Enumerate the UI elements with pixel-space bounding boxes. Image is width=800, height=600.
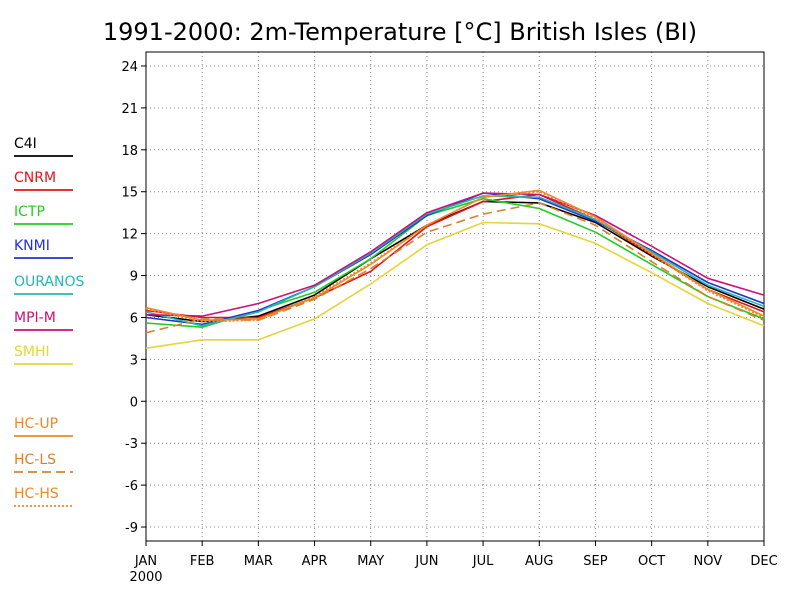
legend-label-c4i: C4I	[14, 136, 37, 152]
series-lines	[145, 189, 765, 349]
x-tick-label: APR	[302, 554, 328, 569]
series-line-ouranos	[145, 195, 765, 327]
x-tick-label: MAR	[244, 554, 273, 569]
series-line-cnrm	[145, 193, 765, 319]
legend-label-hc-ls: HC-LS	[14, 452, 56, 468]
x-tick-label: DEC	[750, 554, 777, 569]
y-tick-label: -3	[125, 437, 138, 452]
y-tick-label: 24	[121, 60, 138, 75]
y-tick-label: 6	[130, 311, 138, 326]
legend-label-smhi: SMHI	[14, 344, 50, 360]
x-tick-label: JUL	[472, 554, 494, 569]
y-tick-label: 15	[121, 186, 138, 201]
y-tick-label: 0	[130, 395, 138, 410]
grid	[146, 52, 764, 541]
x-tick-label: JAN	[134, 554, 157, 569]
legend-label-hc-up: HC-UP	[14, 416, 58, 432]
x-tick-label: SEP	[583, 554, 607, 569]
series-line-mpi-m	[145, 192, 765, 317]
axes: -9 -6 -3 0 3 6 9 12 15 18 21 24 JAN FEB MAR APR MAY JUN JU…	[121, 60, 777, 585]
x-year-label: 2000	[129, 570, 162, 585]
y-tick-label: 12	[121, 228, 138, 243]
y-tick-label: 9	[130, 270, 138, 285]
series-line-hc-ls	[145, 202, 765, 334]
y-tick-label: 3	[130, 353, 138, 368]
legend-label-ictp: ICTP	[14, 204, 45, 220]
legend-label-knmi: KNMI	[14, 238, 50, 254]
legend-label-ouranos: OURANOS	[14, 274, 84, 290]
legend-label-cnrm: CNRM	[14, 170, 56, 186]
y-tick-label: -6	[125, 479, 138, 494]
y-tick-label: 21	[121, 102, 138, 117]
x-tick-label: NOV	[694, 554, 723, 569]
series-line-hc-up	[145, 189, 765, 322]
chart-title: 1991-2000: 2m-Temperature [°C] British I…	[102, 18, 698, 46]
legend-label-hc-hs: HC-HS	[14, 486, 59, 502]
legend-label-mpi-m: MPI-M	[14, 310, 56, 326]
x-tick-label: JUN	[414, 554, 438, 569]
x-tick-label: MAY	[357, 554, 384, 569]
y-tick-label: 18	[121, 144, 138, 159]
plot-frame	[145, 51, 765, 542]
y-tick-label: -9	[125, 521, 138, 536]
x-tick-label: AUG	[525, 554, 553, 569]
series-line-hc-hs	[145, 190, 765, 323]
series-line-smhi	[145, 221, 765, 349]
legend: C4I CNRM ICTP KNMI OURANOS MPI-M SMHI HC-UP HC-L…	[14, 136, 84, 507]
x-tick-label: FEB	[190, 554, 215, 569]
x-tick-label: OCT	[638, 554, 665, 569]
